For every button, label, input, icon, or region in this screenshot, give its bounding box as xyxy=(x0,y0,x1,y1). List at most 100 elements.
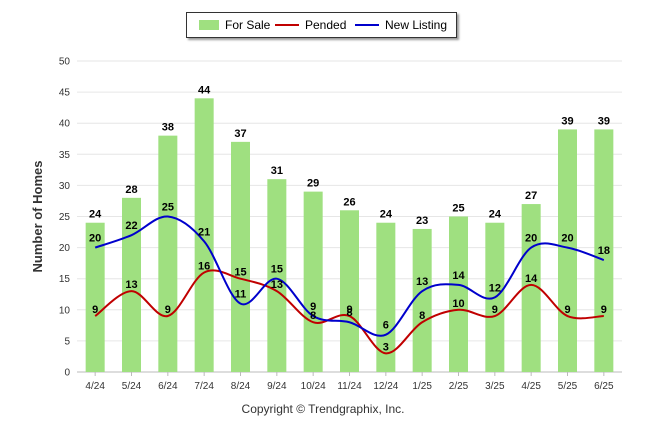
data-label-pended: 9 xyxy=(601,304,607,316)
data-label-pended: 13 xyxy=(125,279,137,291)
legend-label-pended: Pended xyxy=(305,18,347,32)
data-label-pended: 9 xyxy=(564,304,570,316)
y-tick-label: 30 xyxy=(59,181,71,192)
y-tick-label: 25 xyxy=(59,212,71,223)
data-label-new-listing: 12 xyxy=(489,282,501,294)
x-tick-label: 2/25 xyxy=(449,381,469,392)
data-label-new-listing: 15 xyxy=(271,264,283,276)
legend-item-pended[interactable]: Pended xyxy=(275,13,346,37)
data-label-new-listing: 18 xyxy=(598,245,610,257)
y-tick-label: 40 xyxy=(59,119,71,130)
x-tick-label: 1/25 xyxy=(412,381,432,392)
data-label-new-listing: 8 xyxy=(346,307,352,319)
data-label-pended: 13 xyxy=(271,279,283,291)
x-tick-label: 11/24 xyxy=(337,381,362,392)
line-pended xyxy=(94,269,604,355)
copyright-footer: Copyright © Trendgraphix, Inc. xyxy=(241,402,405,416)
data-label-pended: 14 xyxy=(525,273,538,285)
data-label-pended: 15 xyxy=(234,267,246,279)
x-tick-label: 6/25 xyxy=(594,381,614,392)
legend-item-for-sale[interactable]: For Sale xyxy=(199,13,270,37)
bar-for-sale xyxy=(303,191,323,372)
legend-swatch-pended xyxy=(275,24,299,26)
data-label-new-listing: 21 xyxy=(198,226,210,238)
y-tick-label: 0 xyxy=(64,368,70,379)
data-label-new-listing: 20 xyxy=(89,233,101,245)
data-label-new-listing: 22 xyxy=(125,220,137,232)
legend-swatch-for-sale xyxy=(199,20,219,30)
y-tick-label: 5 xyxy=(64,336,70,347)
data-label-new-listing: 11 xyxy=(235,289,247,301)
data-label-for-sale: 26 xyxy=(343,196,355,208)
data-label-for-sale: 39 xyxy=(561,115,573,127)
bar-for-sale xyxy=(594,129,614,372)
data-label-new-listing: 20 xyxy=(525,233,537,245)
data-label-for-sale: 38 xyxy=(162,122,174,134)
legend-item-new-listing[interactable]: New Listing xyxy=(355,13,447,37)
data-label-for-sale: 29 xyxy=(307,178,319,190)
x-tick-label: 4/24 xyxy=(85,381,105,392)
data-label-pended: 8 xyxy=(310,310,316,322)
data-label-for-sale: 44 xyxy=(198,84,211,96)
bar-for-sale xyxy=(194,98,214,372)
y-tick-label: 45 xyxy=(59,88,71,99)
bar-for-sale xyxy=(85,222,105,372)
data-label-pended: 16 xyxy=(198,260,210,272)
x-tick-label: 6/24 xyxy=(158,381,178,392)
x-tick-label: 8/24 xyxy=(231,381,251,392)
legend-label-new-listing: New Listing xyxy=(385,18,448,32)
bar-for-sale xyxy=(558,129,577,372)
data-label-for-sale: 23 xyxy=(416,215,428,227)
data-label-pended: 9 xyxy=(165,304,171,316)
x-tick-label: 3/25 xyxy=(485,381,505,392)
data-label-pended: 10 xyxy=(452,298,464,310)
bar-for-sale xyxy=(158,135,178,372)
y-tick-label: 50 xyxy=(59,57,71,68)
bar-for-sale xyxy=(231,141,250,372)
data-label-new-listing: 25 xyxy=(162,202,174,214)
legend: For Sale Pended New Listing xyxy=(186,12,457,38)
x-tick-label: 10/24 xyxy=(301,381,326,392)
bar-for-sale xyxy=(267,179,287,372)
data-label-for-sale: 27 xyxy=(525,190,537,202)
y-tick-label: 20 xyxy=(59,243,71,254)
data-label-for-sale: 24 xyxy=(489,209,502,221)
bar-for-sale xyxy=(122,197,141,372)
x-tick-label: 12/24 xyxy=(373,381,398,392)
bar-for-sale xyxy=(376,222,396,372)
data-label-for-sale: 31 xyxy=(271,165,283,177)
legend-swatch-new-listing xyxy=(355,24,379,26)
data-label-new-listing: 13 xyxy=(416,276,428,288)
data-label-pended: 9 xyxy=(346,304,352,316)
y-tick-label: 15 xyxy=(59,274,71,285)
data-label-pended: 8 xyxy=(419,310,425,322)
data-label-new-listing: 14 xyxy=(452,270,465,282)
x-tick-label: 5/24 xyxy=(122,381,142,392)
line-new-listing xyxy=(94,215,605,337)
x-tick-label: 5/25 xyxy=(558,381,578,392)
bar-for-sale xyxy=(449,216,468,372)
data-label-pended: 3 xyxy=(383,341,389,353)
y-tick-label: 35 xyxy=(59,150,71,161)
data-label-pended: 9 xyxy=(92,304,98,316)
data-label-pended: 9 xyxy=(492,304,498,316)
data-label-for-sale: 39 xyxy=(598,115,610,127)
x-tick-label: 7/24 xyxy=(194,381,214,392)
data-label-for-sale: 28 xyxy=(125,184,137,196)
bar-for-sale xyxy=(340,210,359,372)
x-tick-label: 9/24 xyxy=(267,381,287,392)
data-label-for-sale: 24 xyxy=(380,209,393,221)
data-label-new-listing: 6 xyxy=(383,320,389,332)
data-label-new-listing: 20 xyxy=(561,233,573,245)
bar-for-sale xyxy=(412,228,432,372)
legend-label-for-sale: For Sale xyxy=(225,18,271,32)
y-tick-label: 10 xyxy=(59,305,71,316)
data-label-for-sale: 25 xyxy=(452,203,464,215)
data-label-for-sale: 37 xyxy=(234,128,246,140)
data-label-new-listing: 9 xyxy=(310,301,316,313)
y-axis-title: Number of Homes xyxy=(30,161,45,273)
x-tick-label: 4/25 xyxy=(521,381,541,392)
data-label-for-sale: 24 xyxy=(89,209,102,221)
